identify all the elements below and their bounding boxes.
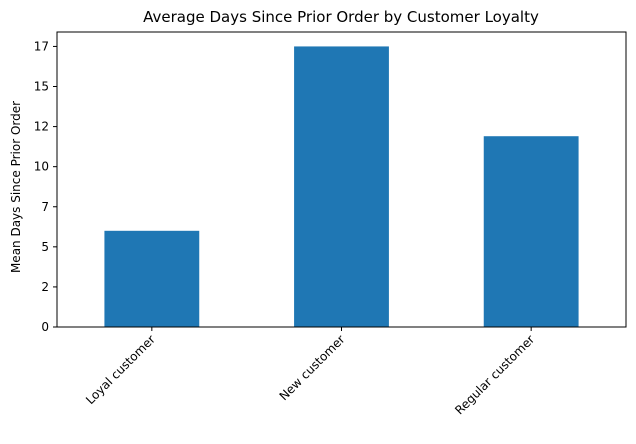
y-tick-label: 5: [41, 240, 49, 254]
x-axis: Loyal customer New customer Regular custom…: [83, 327, 537, 417]
axes-frame: [56, 31, 627, 328]
y-tick-label: 10: [34, 160, 49, 174]
y-tick-label: 7: [41, 200, 49, 214]
chart-title: Average Days Since Prior Order by Custom…: [143, 8, 539, 26]
y-axis-label: Mean Days Since Prior Order: [9, 101, 23, 273]
bar-new-customer: [294, 46, 389, 328]
bars-group: [104, 46, 579, 328]
plot-area-border: [56, 31, 627, 328]
x-tick-label: New customer: [277, 332, 348, 403]
y-tick-label: 12: [34, 120, 49, 134]
y-tick-label: 15: [34, 80, 49, 94]
bar-regular-customer: [483, 136, 579, 327]
bar-loyal-customer: [104, 230, 200, 327]
y-tick-label: 0: [41, 320, 49, 334]
x-tick-label: Regular customer: [452, 332, 537, 417]
y-tick-label: 2: [41, 280, 49, 294]
y-tick-label: 17: [34, 39, 49, 53]
y-axis: 0 2 5 7 10 12 15 17: [34, 39, 57, 334]
x-tick-label: Loyal customer: [83, 332, 158, 407]
